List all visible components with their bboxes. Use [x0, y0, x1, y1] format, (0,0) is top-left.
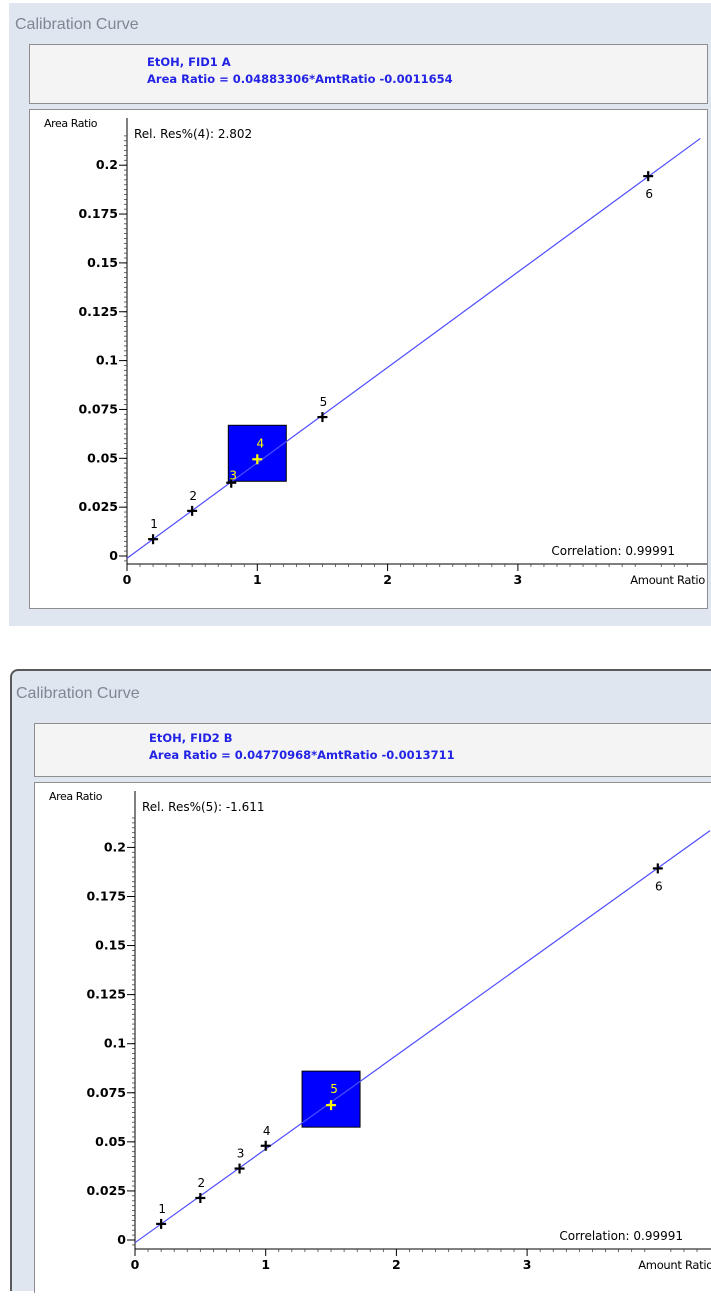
equation-header: EtOH, FID2 B Area Ratio = 0.04770968*Amt…: [34, 723, 711, 777]
y-tick-label: 0.2: [96, 157, 118, 172]
y-tick-label: 0.175: [86, 888, 126, 903]
y-tick-label: 0.025: [86, 1183, 126, 1198]
y-tick-label: 0.175: [78, 206, 118, 221]
y-tick-label: 0.025: [78, 499, 118, 514]
point-label: 5: [320, 395, 328, 409]
data-point-4: 4: [260, 1124, 271, 1151]
data-point-5: 5: [317, 395, 328, 423]
point-label: 1: [150, 517, 158, 531]
correlation-text: Correlation: 0.99991: [551, 544, 675, 558]
y-tick-label: 0.15: [87, 255, 118, 270]
data-point-2: 2: [187, 489, 198, 516]
y-tick-label: 0.05: [87, 450, 118, 465]
y-tick-label: 0.15: [95, 938, 126, 953]
x-tick-label: 0: [131, 1257, 140, 1272]
calibration-equation: Area Ratio = 0.04883306*AmtRatio -0.0011…: [147, 72, 453, 86]
correlation-text: Correlation: 0.99991: [559, 1229, 683, 1243]
window-title: Calibration Curve: [16, 685, 140, 702]
x-tick-label: 2: [392, 1257, 401, 1272]
y-tick-label: 0.125: [86, 987, 126, 1002]
x-axis-label: Amount Ratio: [630, 573, 705, 587]
window-title: Calibration Curve: [15, 16, 139, 33]
equation-header: EtOH, FID1 A Area Ratio = 0.04883306*Amt…: [29, 44, 708, 104]
point-label: 4: [256, 436, 264, 450]
y-tick-label: 0.075: [78, 401, 118, 416]
compound-label: EtOH, FID1 A: [147, 55, 231, 69]
x-tick-label: 1: [261, 1257, 270, 1272]
regression-line: [135, 830, 711, 1244]
rel-res-text: Rel. Res%(4): 2.802: [134, 127, 252, 141]
y-tick-label: 0.2: [104, 839, 126, 854]
point-label: 5: [330, 1082, 338, 1096]
point-label: 6: [645, 187, 653, 201]
regression-line: [127, 137, 701, 559]
rel-res-text: Rel. Res%(5): -1.611: [142, 800, 265, 814]
data-point-3: 3: [226, 469, 237, 488]
point-label: 3: [237, 1147, 245, 1161]
x-tick-label: 0: [123, 572, 132, 587]
y-axis-label: Area Ratio: [49, 790, 103, 803]
point-label: 2: [198, 1176, 206, 1190]
y-tick-label: 0.05: [95, 1134, 126, 1149]
plot-frame[interactable]: 0 0.025 0.05 0.075 0.1 0.125 0.15 0.175 0.2 0 1 2 3 A…: [34, 782, 711, 1293]
data-point-4: 4: [252, 436, 264, 465]
y-tick-label: 0: [109, 548, 118, 563]
data-point-5: 5: [326, 1082, 338, 1111]
point-label: 1: [158, 1202, 166, 1216]
y-tick-label: 0.1: [104, 1036, 126, 1051]
x-tick-label: 2: [383, 572, 392, 587]
calibration-window-fid2: Calibration Curve EtOH, FID2 B Area Rati…: [10, 669, 711, 1293]
calibration-window-fid1: Calibration Curve EtOH, FID1 A Area Rati…: [9, 3, 711, 626]
plot-frame[interactable]: 0 0.025 0.05 0.075 0.1 0.125 0.15 0.175 0.2 0 1 2 3 A…: [29, 109, 708, 609]
y-axis-label: Area Ratio: [44, 117, 98, 130]
data-point-1: 1: [148, 517, 159, 545]
calibration-plot[interactable]: 0 0.025 0.05 0.075 0.1 0.125 0.15 0.175 0.2 0 1 2 3 A…: [30, 110, 707, 608]
selected-point-highlight: [227, 424, 287, 482]
y-tick-label: 0.1: [96, 353, 118, 368]
y-tick-label: 0.075: [86, 1085, 126, 1100]
data-point-2: 2: [195, 1176, 206, 1203]
x-tick-label: 3: [514, 572, 523, 587]
point-label: 2: [189, 489, 197, 503]
compound-label: EtOH, FID2 B: [149, 731, 233, 745]
data-point-3: 3: [234, 1147, 245, 1174]
x-tick-label: 3: [523, 1257, 532, 1272]
data-point-6: 6: [652, 863, 663, 893]
data-point-1: 1: [156, 1202, 167, 1229]
y-tick-label: 0.125: [78, 304, 118, 319]
point-label: 4: [263, 1124, 271, 1138]
x-axis-label: Amount Ratio: [638, 1258, 711, 1272]
point-label: 6: [655, 879, 663, 893]
x-tick-label: 1: [253, 572, 262, 587]
selected-point-highlight: [301, 1070, 361, 1128]
y-tick-label: 0: [117, 1232, 126, 1247]
calibration-equation: Area Ratio = 0.04770968*AmtRatio -0.0013…: [149, 748, 455, 762]
data-point-6: 6: [643, 171, 654, 201]
point-label: 3: [229, 469, 237, 483]
calibration-plot[interactable]: 0 0.025 0.05 0.075 0.1 0.125 0.15 0.175 0.2 0 1 2 3 A…: [35, 783, 711, 1293]
